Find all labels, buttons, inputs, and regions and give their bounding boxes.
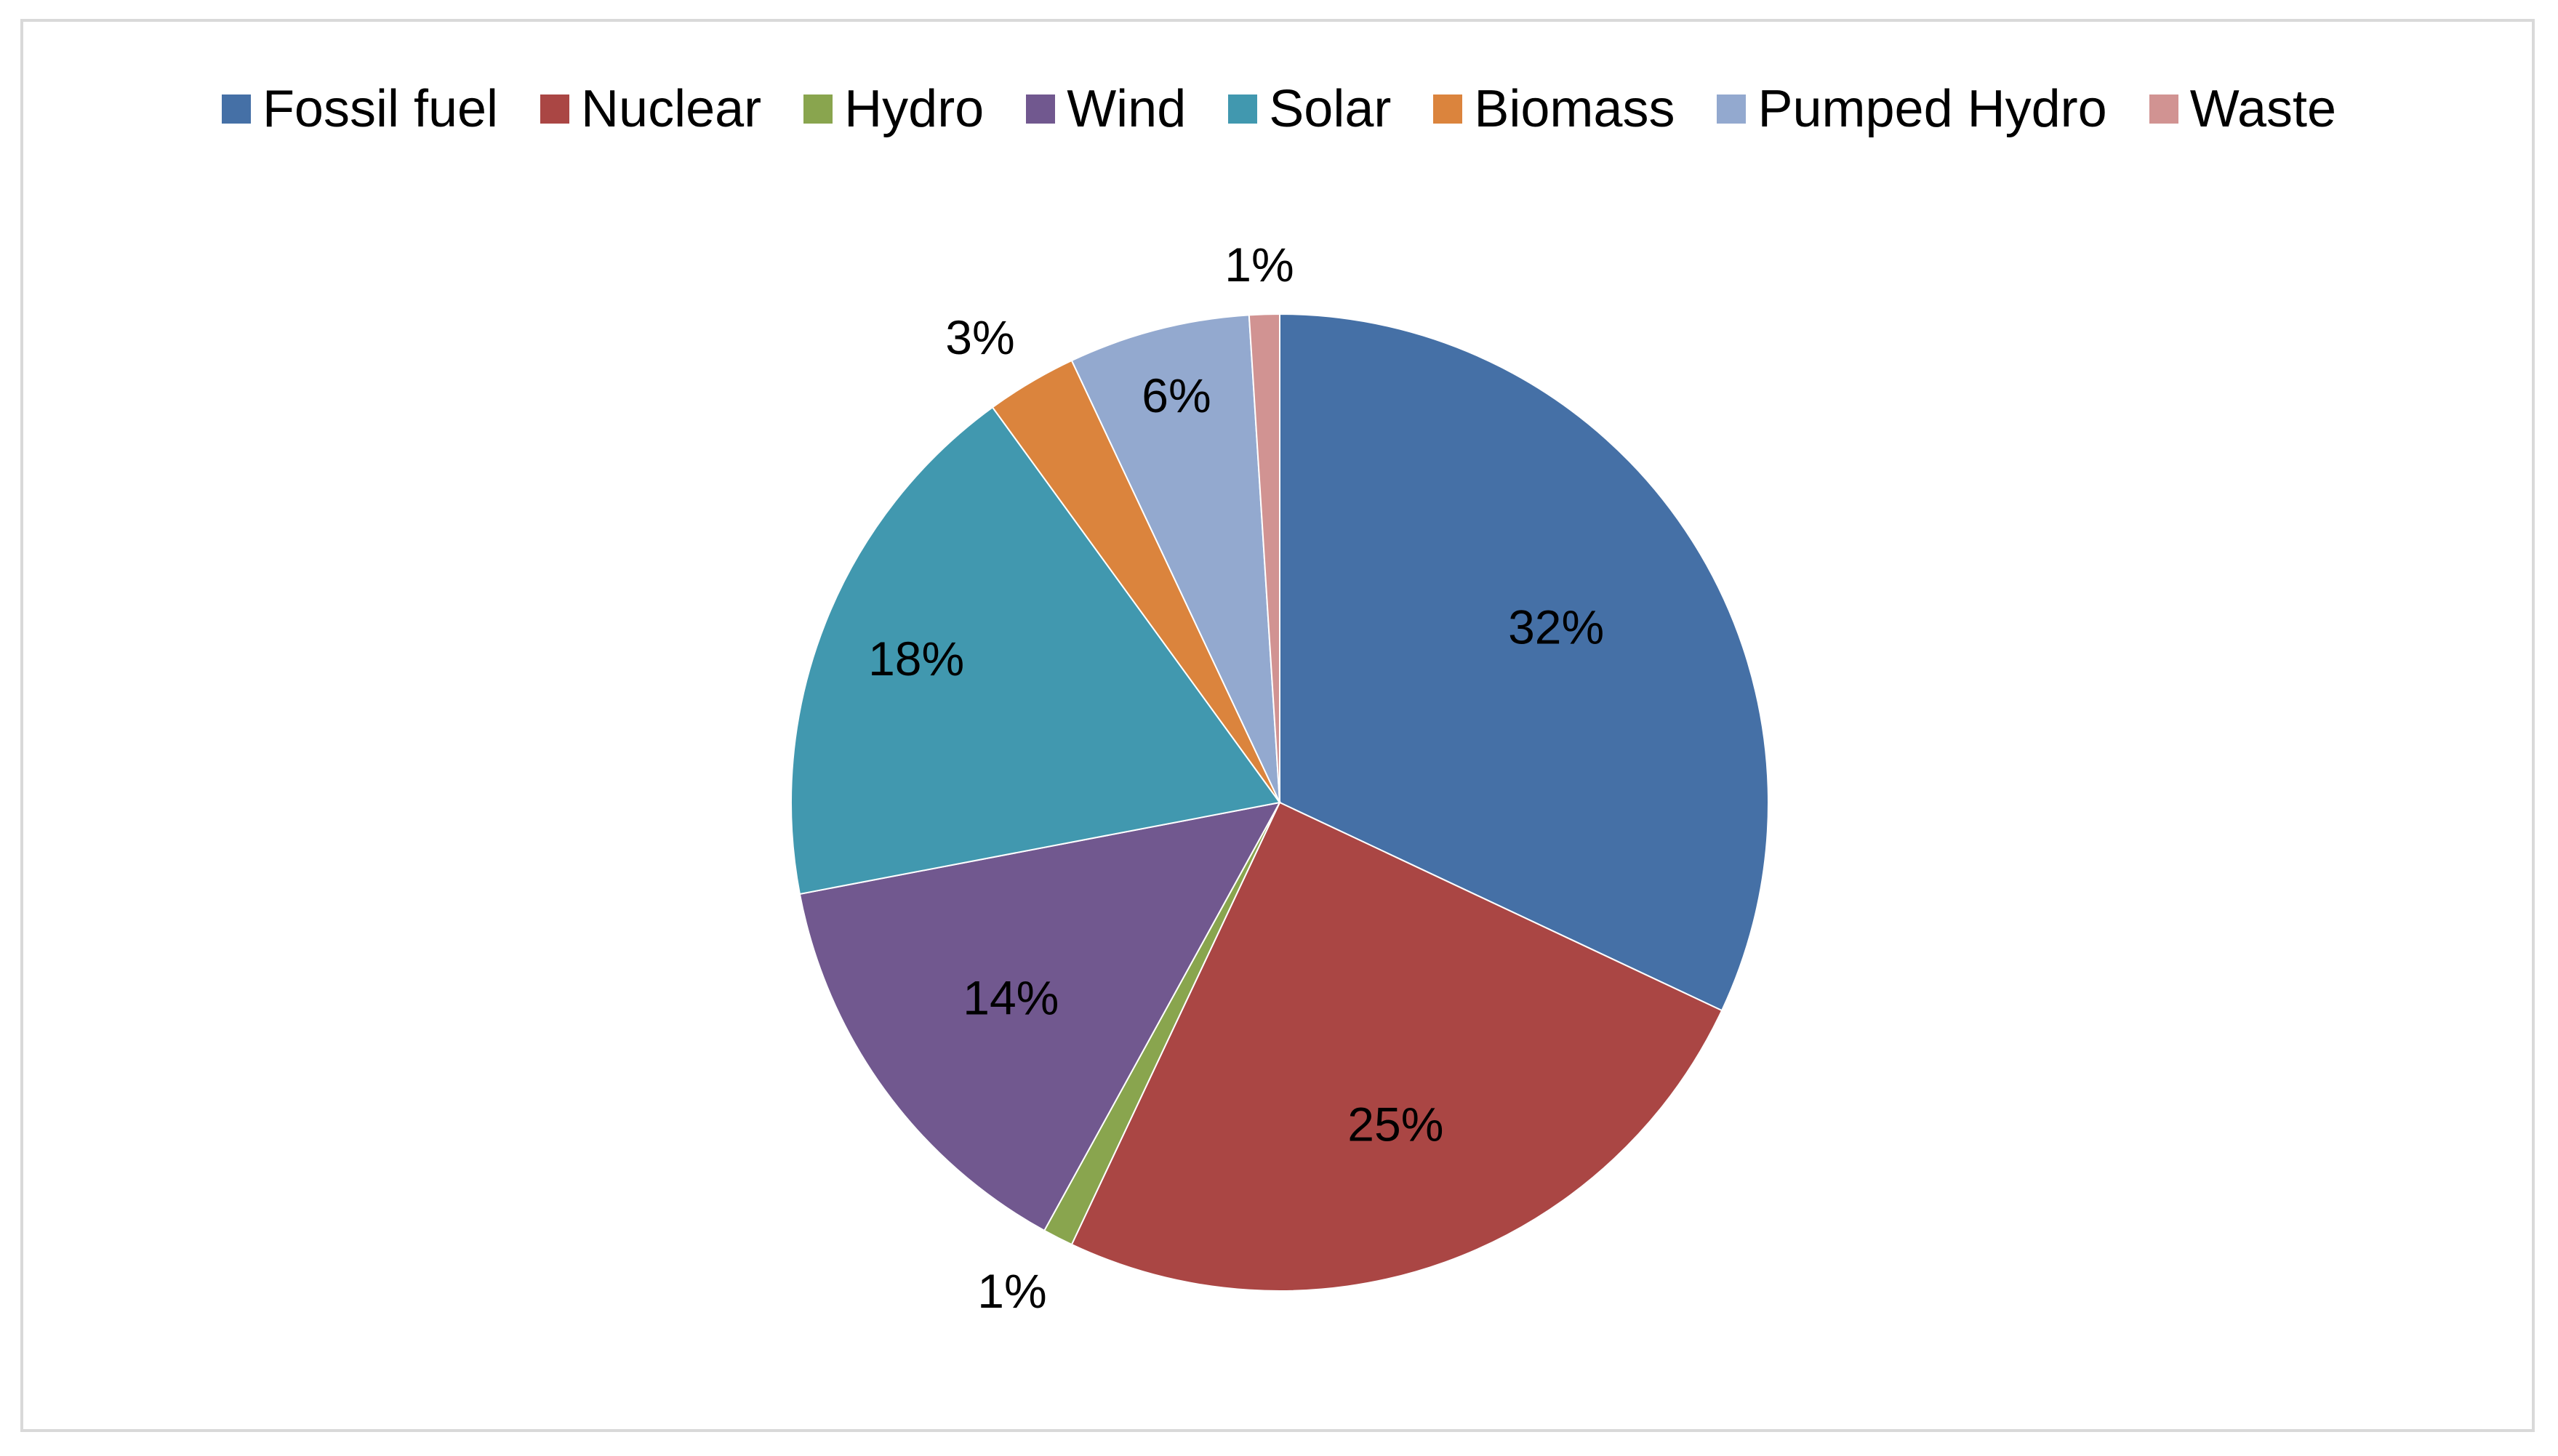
legend-label: Biomass bbox=[1474, 80, 1675, 138]
legend-label: Wind bbox=[1067, 80, 1187, 138]
legend-swatch bbox=[221, 94, 251, 124]
legend-item-fossil-fuel: Fossil fuel bbox=[221, 80, 499, 138]
legend-swatch bbox=[1433, 94, 1463, 124]
data-label-fossil-fuel: 32% bbox=[1508, 600, 1604, 654]
data-label-hydro: 1% bbox=[977, 1264, 1046, 1318]
legend-item-pumped-hydro: Pumped Hydro bbox=[1717, 80, 2107, 138]
pie-slice-nuclear bbox=[1070, 801, 1723, 1292]
legend-swatch bbox=[1228, 94, 1258, 124]
pie-slices bbox=[790, 313, 1769, 1292]
legend-item-solar: Solar bbox=[1228, 83, 1391, 135]
data-label-waste: 1% bbox=[1224, 238, 1294, 291]
pie-slice-wind bbox=[798, 801, 1281, 1232]
legend-item-waste: Waste bbox=[2149, 83, 2336, 135]
legend-swatch bbox=[803, 94, 833, 124]
pie-data-labels: 32% 25% 1% 14% 18% 3% 6% 1% bbox=[868, 238, 1604, 1318]
legend-label: Waste bbox=[2189, 80, 2337, 138]
pie-slice-fossil-fuel bbox=[1279, 313, 1769, 1012]
legend-item-nuclear: Nuclear bbox=[540, 83, 761, 135]
legend-item-biomass: Biomass bbox=[1433, 83, 1675, 135]
legend-label: Nuclear bbox=[581, 80, 762, 138]
legend-swatch bbox=[540, 94, 570, 124]
data-label-pumped-hydro: 6% bbox=[1142, 369, 1211, 422]
legend-label: Pumped Hydro bbox=[1757, 80, 2107, 138]
legend: Fossil fuel Nuclear Hydro Wind Solar Biomass P… bbox=[0, 73, 2558, 145]
legend-label: Fossil fuel bbox=[262, 80, 499, 138]
legend-swatch bbox=[2149, 94, 2178, 124]
pie-slice-pumped-hydro bbox=[1070, 314, 1280, 803]
data-label-nuclear: 25% bbox=[1347, 1098, 1443, 1151]
legend-label: Solar bbox=[1269, 80, 1392, 138]
data-label-solar: 18% bbox=[868, 632, 964, 685]
legend-swatch bbox=[1717, 94, 1747, 124]
legend-label: Hydro bbox=[844, 80, 985, 138]
pie-slice-solar bbox=[790, 406, 1281, 896]
legend-swatch bbox=[1026, 94, 1056, 124]
legend-item-hydro: Hydro bbox=[803, 83, 984, 135]
data-label-biomass: 3% bbox=[945, 310, 1014, 364]
data-label-wind: 14% bbox=[963, 971, 1059, 1025]
legend-item-wind: Wind bbox=[1026, 83, 1186, 135]
pie-slice-waste bbox=[1248, 313, 1280, 803]
